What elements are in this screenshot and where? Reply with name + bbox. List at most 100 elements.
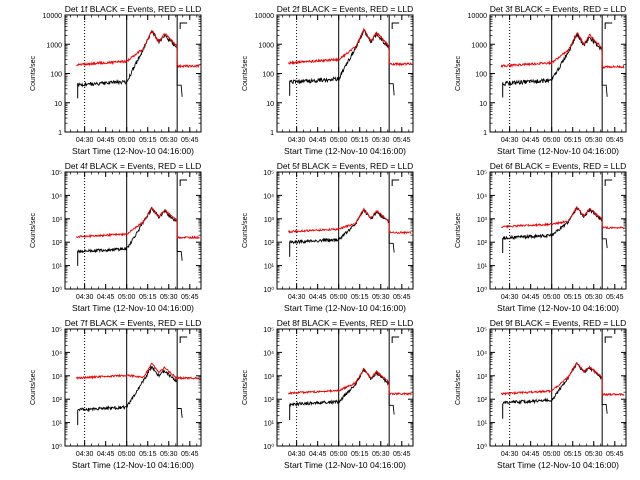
y-tick-label: 10⁴ xyxy=(51,350,62,357)
x-tick-label: 04:30 xyxy=(76,137,94,144)
events-cutoff-drop xyxy=(601,50,608,97)
y-tick-label: 100 xyxy=(50,72,62,79)
x-tick-label: 04:30 xyxy=(501,451,519,458)
y-tick-label: 10³ xyxy=(52,374,63,381)
events-cutoff-drop xyxy=(388,222,395,253)
detector-panel: Det 6f BLACK = Events, RED = LLD Counts/s… xyxy=(455,161,627,313)
y-tick-label: 100 xyxy=(262,72,274,79)
y-tick-label: 1000 xyxy=(46,42,62,49)
y-tick-label: 10⁰ xyxy=(51,286,62,294)
y-tick-label: 10² xyxy=(264,240,275,247)
y-tick-label: 10⁰ xyxy=(51,443,62,451)
x-tick-label: 05:15 xyxy=(139,451,157,458)
y-tick-label: 10¹ xyxy=(264,421,275,428)
x-tick-label: 05:00 xyxy=(543,294,561,301)
y-tick-label: 10000 xyxy=(255,13,275,20)
panel-title: Det 9f BLACK = Events, RED = LLD xyxy=(490,318,627,328)
interval-bracket xyxy=(604,22,613,29)
detector-panel: Det 3f BLACK = Events, RED = LLD Counts/s… xyxy=(455,4,627,156)
panel-title: Det 8f BLACK = Events, RED = LLD xyxy=(277,318,414,328)
interval-bracket xyxy=(391,336,400,343)
y-axis-label: Counts/sec xyxy=(30,212,37,248)
interval-bracket xyxy=(604,336,613,343)
y-tick-label: 10⁰ xyxy=(476,443,487,451)
x-tick-label: 04:30 xyxy=(288,294,306,301)
x-tick-label: 05:45 xyxy=(181,137,199,144)
x-tick-label: 05:00 xyxy=(118,451,136,458)
x-tick-label: 05:30 xyxy=(372,294,390,301)
detector-panel: Det 9f BLACK = Events, RED = LLD Counts/s… xyxy=(455,318,627,470)
plot-frame xyxy=(64,14,202,133)
y-tick-label: 10⁴ xyxy=(263,193,274,200)
y-tick-label: 10⁴ xyxy=(476,350,487,357)
x-tick-label: 04:30 xyxy=(76,294,94,301)
y-axis-label: Counts/sec xyxy=(455,55,462,91)
events-cutoff-drop xyxy=(176,221,183,261)
x-axis-label: Start Time (12-Nov-10 04:16:00) xyxy=(72,460,194,470)
events-cutoff-drop xyxy=(388,383,395,415)
panel-title: Det 2f BLACK = Events, RED = LLD xyxy=(277,4,414,14)
x-tick-label: 05:45 xyxy=(181,451,199,458)
x-axis-label: Start Time (12-Nov-10 04:16:00) xyxy=(497,146,619,156)
y-tick-label: 10² xyxy=(52,397,63,404)
plot-frame xyxy=(489,328,627,447)
plot-frame xyxy=(276,328,414,447)
plot-frame xyxy=(489,171,627,290)
x-axis-label: Start Time (12-Nov-10 04:16:00) xyxy=(497,460,619,470)
x-tick-label: 04:30 xyxy=(76,451,94,458)
lld-series-line xyxy=(500,32,625,69)
lld-series-line xyxy=(500,362,625,397)
y-tick-label: 10¹ xyxy=(264,264,275,271)
y-tick-label: 10⁴ xyxy=(476,193,487,200)
x-tick-label: 05:30 xyxy=(160,137,178,144)
y-tick-label: 10² xyxy=(264,397,275,404)
x-tick-label: 05:00 xyxy=(330,137,348,144)
x-tick-label: 05:45 xyxy=(181,294,199,301)
lld-series-line xyxy=(288,27,412,67)
events-series-line xyxy=(502,362,603,405)
x-tick-label: 04:45 xyxy=(97,137,115,144)
y-tick-label: 10⁰ xyxy=(476,286,487,294)
x-tick-label: 04:30 xyxy=(288,137,306,144)
x-tick-label: 04:45 xyxy=(522,294,540,301)
y-tick-label: 10⁴ xyxy=(51,193,62,200)
x-axis-label: Start Time (12-Nov-10 04:16:00) xyxy=(72,303,194,313)
x-tick-label: 04:45 xyxy=(522,137,540,144)
panel-title: Det 5f BLACK = Events, RED = LLD xyxy=(277,161,414,171)
x-tick-label: 05:30 xyxy=(160,451,178,458)
x-tick-label: 05:45 xyxy=(606,137,624,144)
y-tick-label: 10⁴ xyxy=(263,350,274,357)
panel-title: Det 6f BLACK = Events, RED = LLD xyxy=(490,161,627,171)
x-tick-label: 04:45 xyxy=(309,294,327,301)
y-tick-label: 10000 xyxy=(43,13,63,20)
events-cutoff-drop xyxy=(601,378,608,414)
y-tick-label: 1 xyxy=(483,130,487,137)
x-axis-label: Start Time (12-Nov-10 04:16:00) xyxy=(284,460,406,470)
y-tick-label: 1000 xyxy=(471,42,487,49)
x-tick-label: 05:45 xyxy=(393,137,411,144)
x-tick-label: 05:15 xyxy=(139,294,157,301)
plot-frame xyxy=(489,14,627,133)
x-tick-label: 05:15 xyxy=(564,451,582,458)
lld-series-line xyxy=(500,206,625,230)
x-tick-label: 05:00 xyxy=(330,294,348,301)
y-tick-label: 10⁵ xyxy=(51,327,62,334)
y-tick-label: 10¹ xyxy=(477,421,488,428)
x-tick-label: 04:45 xyxy=(97,294,115,301)
y-tick-label: 10 xyxy=(54,101,62,108)
y-tick-label: 1000 xyxy=(258,42,274,49)
detector-panel: Det 8f BLACK = Events, RED = LLD Counts/s… xyxy=(242,318,414,470)
y-tick-label: 10² xyxy=(477,397,488,404)
lld-series-line xyxy=(76,206,200,240)
x-tick-label: 05:30 xyxy=(372,451,390,458)
y-axis-label: Counts/sec xyxy=(242,212,249,248)
y-tick-label: 1 xyxy=(270,130,274,137)
x-axis-label: Start Time (12-Nov-10 04:16:00) xyxy=(72,146,194,156)
x-tick-label: 05:30 xyxy=(372,137,390,144)
x-tick-label: 04:45 xyxy=(309,137,327,144)
interval-bracket xyxy=(391,22,400,29)
events-cutoff-drop xyxy=(388,47,395,96)
detector-panel: Det 1f BLACK = Events, RED = LLD Counts/s… xyxy=(30,4,202,156)
events-cutoff-drop xyxy=(176,381,183,418)
interval-bracket xyxy=(179,22,188,29)
